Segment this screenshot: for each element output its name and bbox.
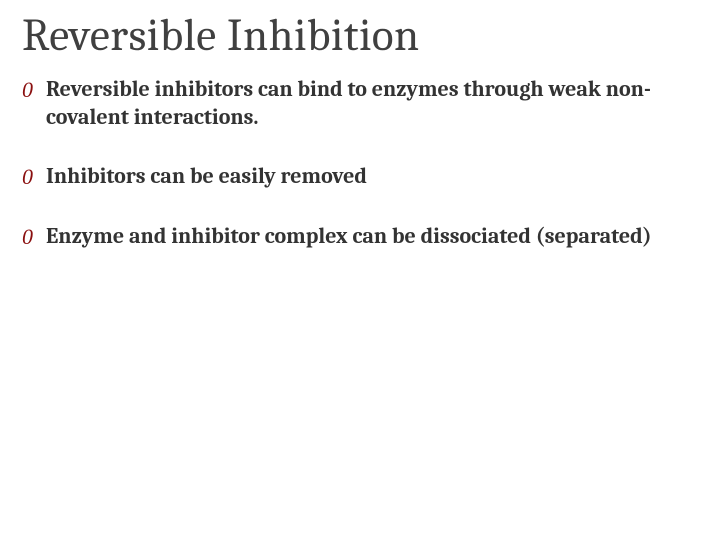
bullet-text: Inhibitors can be easily removed xyxy=(46,163,367,191)
list-item: 0 Inhibitors can be easily removed xyxy=(22,163,698,191)
list-item: 0 Enzyme and inhibitor complex can be di… xyxy=(22,223,698,251)
slide-title: Reversible Inhibition xyxy=(22,10,698,62)
bullet-marker-icon: 0 xyxy=(22,76,36,104)
bullet-list: 0 Reversible inhibitors can bind to enzy… xyxy=(22,76,698,250)
bullet-marker-icon: 0 xyxy=(22,223,36,251)
slide: Reversible Inhibition 0 Reversible inhib… xyxy=(0,0,720,540)
bullet-text: Reversible inhibitors can bind to enzyme… xyxy=(46,76,698,131)
bullet-text: Enzyme and inhibitor complex can be diss… xyxy=(46,223,652,251)
list-item: 0 Reversible inhibitors can bind to enzy… xyxy=(22,76,698,131)
bullet-marker-icon: 0 xyxy=(22,163,36,191)
